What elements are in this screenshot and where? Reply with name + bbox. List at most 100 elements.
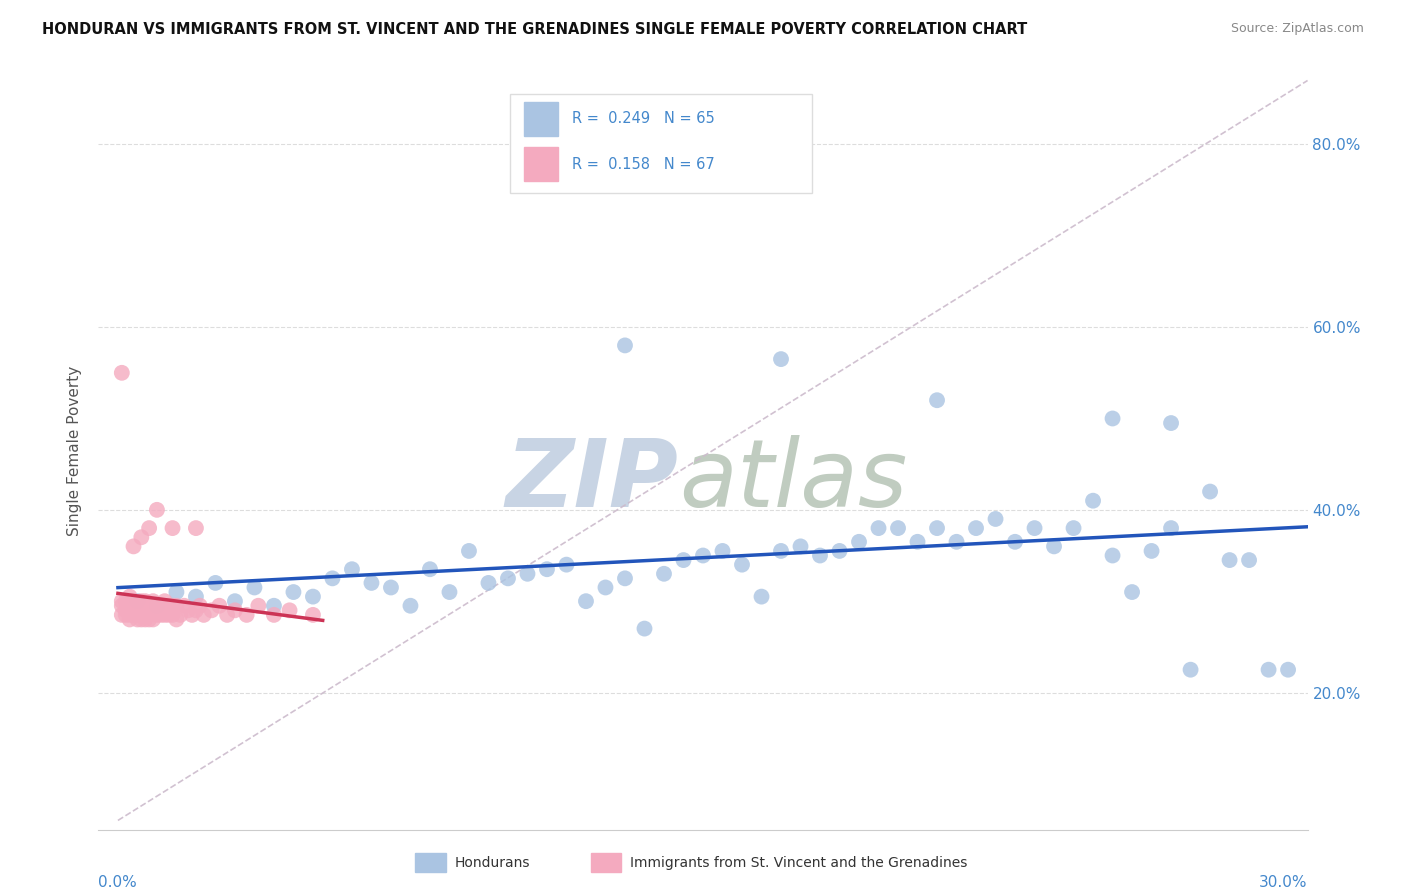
- Point: [131, 612, 153, 626]
- Point: [146, 599, 169, 613]
- Point: [1237, 553, 1260, 567]
- Point: [595, 581, 617, 595]
- Point: [1140, 544, 1163, 558]
- Point: [1101, 549, 1123, 563]
- Point: [122, 607, 145, 622]
- Point: [127, 607, 149, 622]
- Point: [711, 544, 734, 558]
- Text: atlas: atlas: [679, 435, 907, 526]
- Point: [134, 599, 156, 613]
- Point: [122, 607, 145, 622]
- Text: R =  0.158   N = 67: R = 0.158 N = 67: [572, 157, 716, 172]
- Point: [217, 607, 239, 622]
- Point: [127, 599, 149, 613]
- Point: [162, 599, 184, 613]
- Point: [114, 594, 136, 608]
- Point: [808, 549, 831, 563]
- Point: [555, 558, 578, 572]
- Point: [188, 599, 211, 613]
- Point: [114, 607, 136, 622]
- Point: [134, 607, 156, 622]
- Point: [1160, 521, 1182, 535]
- Point: [149, 599, 172, 613]
- Point: [536, 562, 558, 576]
- Point: [789, 540, 811, 554]
- Point: [131, 607, 153, 622]
- Point: [122, 540, 145, 554]
- Point: [177, 603, 200, 617]
- Point: [127, 599, 149, 613]
- Point: [127, 612, 149, 626]
- Point: [751, 590, 773, 604]
- Point: [131, 594, 153, 608]
- Point: [419, 562, 441, 576]
- Point: [181, 607, 204, 622]
- Point: [458, 544, 481, 558]
- Point: [165, 585, 187, 599]
- Point: [224, 594, 246, 608]
- Text: HONDURAN VS IMMIGRANTS FROM ST. VINCENT AND THE GRENADINES SINGLE FEMALE POVERTY: HONDURAN VS IMMIGRANTS FROM ST. VINCENT …: [42, 22, 1028, 37]
- Point: [118, 599, 141, 613]
- Point: [146, 599, 169, 613]
- Text: Source: ZipAtlas.com: Source: ZipAtlas.com: [1230, 22, 1364, 36]
- Point: [1121, 585, 1143, 599]
- Point: [122, 599, 145, 613]
- Point: [134, 612, 156, 626]
- FancyBboxPatch shape: [524, 147, 558, 181]
- Point: [247, 599, 270, 613]
- Text: Immigrants from St. Vincent and the Grenadines: Immigrants from St. Vincent and the Gren…: [630, 855, 967, 870]
- Point: [925, 521, 948, 535]
- Point: [118, 590, 141, 604]
- Point: [1160, 416, 1182, 430]
- Point: [138, 599, 160, 613]
- Point: [162, 607, 184, 622]
- Y-axis label: Single Female Poverty: Single Female Poverty: [67, 366, 83, 535]
- Point: [118, 607, 141, 622]
- Point: [614, 571, 637, 585]
- Point: [360, 575, 382, 590]
- Point: [184, 521, 207, 535]
- Point: [146, 603, 169, 617]
- Point: [184, 603, 207, 617]
- Point: [828, 544, 851, 558]
- Point: [138, 607, 160, 622]
- Point: [134, 594, 156, 608]
- Text: R =  0.249   N = 65: R = 0.249 N = 65: [572, 112, 716, 127]
- Point: [162, 521, 184, 535]
- Point: [945, 534, 967, 549]
- Point: [614, 338, 637, 352]
- Point: [118, 612, 141, 626]
- Point: [142, 594, 165, 608]
- Point: [193, 607, 215, 622]
- Point: [153, 607, 176, 622]
- Point: [1024, 521, 1046, 535]
- Point: [165, 599, 187, 613]
- Point: [1004, 534, 1026, 549]
- Point: [173, 599, 195, 613]
- Point: [672, 553, 695, 567]
- Point: [1063, 521, 1085, 535]
- Point: [184, 590, 207, 604]
- Point: [302, 590, 325, 604]
- Point: [1199, 484, 1222, 499]
- Point: [925, 393, 948, 408]
- Point: [263, 607, 285, 622]
- Point: [868, 521, 890, 535]
- Point: [887, 521, 910, 535]
- Point: [111, 607, 134, 622]
- Point: [149, 607, 172, 622]
- Point: [1043, 540, 1066, 554]
- Text: Hondurans: Hondurans: [454, 855, 530, 870]
- Point: [652, 566, 675, 581]
- Text: ZIP: ZIP: [506, 434, 679, 527]
- Point: [243, 581, 266, 595]
- Point: [496, 571, 519, 585]
- Point: [633, 622, 655, 636]
- Point: [146, 503, 169, 517]
- Point: [439, 585, 461, 599]
- FancyBboxPatch shape: [524, 102, 558, 136]
- Point: [111, 366, 134, 380]
- Point: [692, 549, 714, 563]
- Point: [224, 603, 246, 617]
- Point: [516, 566, 538, 581]
